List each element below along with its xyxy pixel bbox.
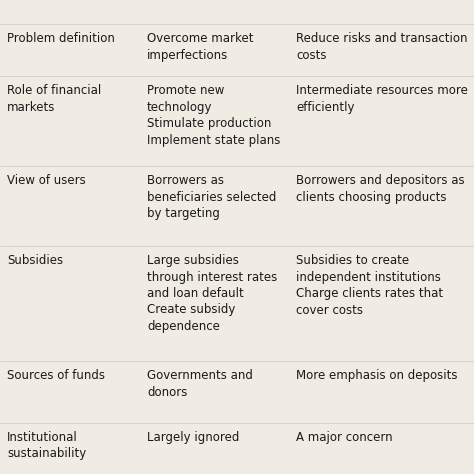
Text: Governments and
donors: Governments and donors	[147, 369, 253, 399]
Text: Role of financial
markets: Role of financial markets	[7, 84, 101, 113]
Text: Intermediate resources more
efficiently: Intermediate resources more efficiently	[296, 84, 468, 113]
Text: Sources of funds: Sources of funds	[7, 369, 105, 382]
Text: Borrowers as
beneficiaries selected
by targeting: Borrowers as beneficiaries selected by t…	[147, 174, 276, 220]
Text: Institutional
sustainability: Institutional sustainability	[7, 431, 86, 461]
Text: Problem definition: Problem definition	[7, 32, 115, 45]
Text: Borrowers and depositors as
clients choosing products: Borrowers and depositors as clients choo…	[296, 174, 465, 203]
Text: Subsidies: Subsidies	[7, 254, 63, 267]
Text: View of users: View of users	[7, 174, 86, 187]
Text: More emphasis on deposits: More emphasis on deposits	[296, 369, 458, 382]
Text: Reduce risks and transaction
costs: Reduce risks and transaction costs	[296, 32, 468, 62]
Text: Overcome market
imperfections: Overcome market imperfections	[147, 32, 254, 62]
Text: Large subsidies
through interest rates
and loan default
Create subsidy
dependenc: Large subsidies through interest rates a…	[147, 254, 277, 333]
Text: Largely ignored: Largely ignored	[147, 431, 239, 444]
Text: Subsidies to create
independent institutions
Charge clients rates that
cover cos: Subsidies to create independent institut…	[296, 254, 443, 317]
Text: Promote new
technology
Stimulate production
Implement state plans: Promote new technology Stimulate product…	[147, 84, 280, 146]
Text: A major concern: A major concern	[296, 431, 393, 444]
